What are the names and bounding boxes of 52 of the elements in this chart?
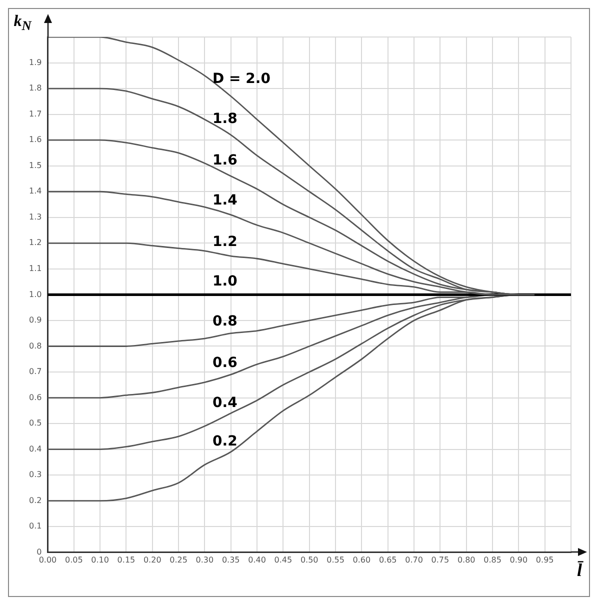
- x-tick-label: 0.05: [64, 555, 83, 564]
- series-label: 0.6: [212, 355, 238, 372]
- x-tick-label: 0.30: [196, 555, 214, 564]
- x-tick-label: 0.60: [352, 555, 371, 564]
- x-tick-label: 0.80: [457, 555, 476, 564]
- y-tick-label: 0.8: [28, 341, 42, 350]
- series-label: 1.6: [212, 152, 238, 169]
- y-tick-label: 0.4: [28, 444, 42, 454]
- y-tick-label: 1.8: [28, 84, 42, 93]
- x-tick-label: 0.20: [143, 555, 162, 564]
- series-label: 0.2: [212, 433, 238, 450]
- y-tick-label: 1.5: [28, 160, 42, 170]
- x-tick-label: 0.70: [405, 555, 423, 564]
- series-label: D = 2.0: [212, 71, 271, 88]
- x-tick-label: 0.45: [274, 555, 292, 564]
- x-tick-label: 0.50: [300, 555, 318, 564]
- y-tick-label: 1.7: [28, 109, 42, 118]
- y-tick-label: 1.9: [28, 58, 42, 67]
- x-tick-label: 0.35: [222, 555, 240, 564]
- y-tick-label: 1.3: [28, 212, 42, 222]
- x-tick-label: 0.25: [170, 555, 188, 564]
- y-tick-label: 1.6: [28, 135, 42, 144]
- series-label: 1.0: [212, 274, 238, 290]
- y-tick-label: 0.2: [28, 496, 42, 505]
- y-tick-label: 0.3: [28, 470, 42, 480]
- x-tick-label: 0.40: [248, 555, 266, 564]
- x-tick-label: 0.10: [91, 555, 109, 564]
- series-label: 1.2: [212, 234, 238, 250]
- y-axis-title: k$_{N}$: [14, 13, 32, 34]
- series-label: 1.4: [212, 192, 238, 208]
- y-tick-label: 0.9: [28, 316, 42, 325]
- x-axis-title: l̄: [577, 560, 582, 582]
- series-label: 0.8: [212, 313, 238, 330]
- x-tick-label: 0.15: [117, 555, 136, 564]
- x-tick-label: 0.85: [484, 555, 502, 564]
- x-tick-label: 0.55: [326, 555, 344, 564]
- y-tick-label: 1.1: [28, 264, 42, 274]
- y-tick-label: 1.0: [28, 290, 42, 299]
- x-tick-label: 0.65: [378, 555, 397, 564]
- y-tick-label: 1.4: [28, 186, 42, 196]
- y-tick-label: 0.6: [28, 392, 42, 402]
- x-tick-label: 0.90: [510, 555, 528, 564]
- series-label: 1.8: [212, 110, 238, 127]
- y-tick-label: 0: [36, 547, 42, 556]
- x-tick-label: 0.00: [38, 555, 57, 564]
- y-tick-label: 0.7: [28, 367, 42, 376]
- x-tick-label: 0.95: [536, 555, 554, 564]
- y-tick-label: 0.5: [28, 418, 42, 428]
- x-tick-label: 0.75: [431, 555, 450, 564]
- series-label: 0.4: [212, 394, 238, 411]
- y-tick-label: 0.1: [28, 522, 42, 531]
- y-tick-label: 1.2: [28, 238, 42, 248]
